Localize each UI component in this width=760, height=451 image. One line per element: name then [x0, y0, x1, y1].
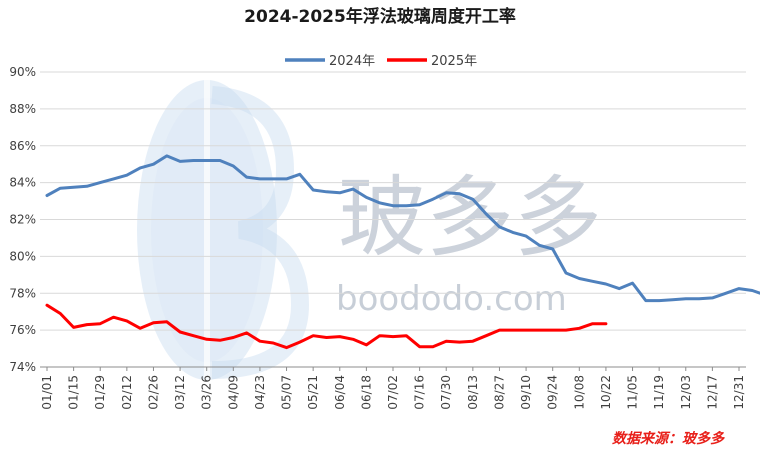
x-tick-label: 11/05: [626, 375, 640, 410]
x-tick-label: 12/31: [732, 375, 746, 410]
x-tick-label: 05/21: [306, 375, 320, 410]
x-tick-label: 01/01: [40, 375, 54, 410]
x-tick-label: 10/08: [572, 375, 586, 410]
x-tick-label: 02/26: [146, 375, 160, 410]
x-tick-label: 08/13: [466, 375, 480, 410]
watermark-logo: 玻多多 boododo.com: [137, 80, 602, 380]
x-tick-label: 06/04: [333, 375, 347, 410]
legend-label-2025: 2025年: [431, 54, 477, 69]
x-tick-label: 07/02: [386, 375, 400, 410]
x-tick-label: 09/10: [519, 375, 533, 410]
x-tick-label: 06/18: [359, 375, 373, 410]
x-tick-label: 11/19: [652, 375, 666, 410]
x-tick-label: 04/09: [226, 375, 240, 410]
legend: 2024年 2025年: [285, 54, 477, 69]
legend-label-2024: 2024年: [329, 54, 375, 69]
y-axis: 74% 76% 78% 80% 82% 84% 86% 88% 90%: [9, 65, 36, 374]
x-tick-label: 02/12: [120, 375, 134, 410]
x-tick-label: 07/16: [413, 375, 427, 410]
y-tick-label: 84%: [9, 176, 36, 190]
x-tick-label: 04/23: [253, 375, 267, 410]
x-tick-label: 08/27: [492, 375, 506, 410]
x-tick-label: 09/24: [546, 375, 560, 410]
x-tick-label: 07/30: [439, 375, 453, 410]
y-tick-label: 86%: [9, 139, 36, 153]
x-tick-label: 10/22: [599, 375, 613, 410]
series-line-2025: [45, 303, 608, 350]
y-tick-label: 74%: [9, 360, 36, 374]
x-tick-label: 03/26: [200, 375, 214, 410]
x-axis: 01/01 01/15 01/29 02/12 02/26 03/12 03/26 04/09…: [40, 366, 746, 410]
y-tick-label: 88%: [9, 102, 36, 116]
series-line-2024: [45, 154, 760, 303]
y-tick-label: 90%: [9, 65, 36, 79]
series-layer: [45, 154, 760, 350]
y-tick-label: 76%: [9, 323, 36, 337]
y-tick-label: 80%: [9, 249, 36, 263]
source-note: 数据来源：玻多多: [612, 430, 725, 447]
chart-title: 2024-2025年浮法玻璃周度开工率: [244, 6, 516, 27]
watermark-domain-text: boododo.com: [336, 279, 567, 319]
gridlines: [40, 71, 746, 331]
x-tick-label: 12/03: [679, 375, 693, 410]
y-tick-label: 82%: [9, 213, 36, 227]
x-tick-label: 05/07: [280, 375, 294, 410]
y-tick-label: 78%: [9, 286, 36, 300]
x-tick-label: 01/15: [67, 375, 81, 410]
x-tick-label: 12/17: [705, 375, 719, 410]
watermark-brand-text: 玻多多: [338, 166, 602, 269]
x-tick-label: 03/12: [173, 375, 187, 410]
x-tick-label: 01/29: [93, 375, 107, 410]
